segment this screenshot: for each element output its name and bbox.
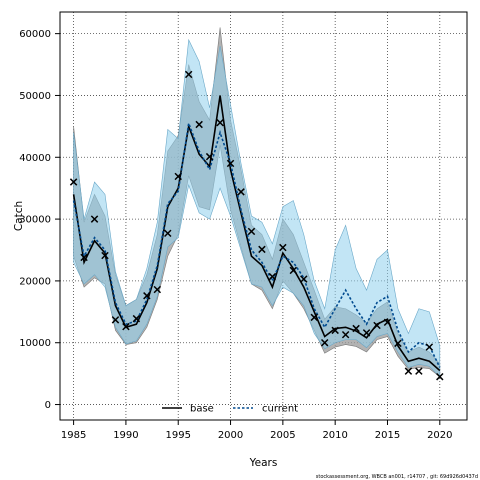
- observed-point-stroke: [184, 70, 193, 79]
- legend: base current: [162, 404, 298, 415]
- x-tick-label: 1995: [166, 430, 191, 441]
- observed-point-stroke: [237, 188, 245, 196]
- footnote: stockassessment.org, WBCB an001, r14707 …: [316, 474, 478, 480]
- observed-points: [69, 70, 444, 381]
- observed-point: [122, 322, 130, 331]
- observed-point-stroke: [300, 275, 308, 283]
- plot-frame: [59, 11, 468, 421]
- observed-point-stroke: [132, 314, 141, 323]
- y-axis-label: Catch: [13, 201, 25, 231]
- observed-point: [226, 159, 235, 168]
- y-tick-label: 20000: [19, 276, 51, 287]
- x-tick-label: 2015: [375, 430, 400, 441]
- observed-point: [373, 321, 381, 330]
- x-tick-label: 1985: [61, 430, 86, 441]
- observed-point: [415, 367, 423, 375]
- observed-point: [436, 372, 444, 381]
- observed-point: [247, 227, 256, 236]
- observed-point: [404, 367, 413, 375]
- observed-point-stroke: [216, 118, 224, 127]
- observed-point-stroke: [174, 172, 182, 181]
- observed-point-stroke: [247, 227, 256, 236]
- observed-point: [205, 152, 214, 161]
- x-tick-label: 2005: [270, 430, 295, 441]
- observed-point-stroke: [111, 316, 120, 324]
- legend-current-label: current: [262, 404, 298, 415]
- observed-point: [394, 339, 402, 348]
- observed-point-stroke: [258, 245, 266, 254]
- observed-point: [101, 251, 109, 260]
- observed-point-stroke: [80, 253, 88, 262]
- observed-point-stroke: [90, 215, 99, 223]
- observed-point-stroke: [279, 243, 287, 252]
- x-axis-label: Years: [249, 457, 278, 469]
- observed-point-stroke: [362, 329, 371, 337]
- observed-point: [279, 243, 287, 252]
- observed-point: [289, 266, 298, 275]
- observed-point-stroke: [341, 330, 350, 339]
- observed-point: [174, 172, 182, 181]
- observed-point-stroke: [143, 292, 151, 300]
- observed-point: [143, 292, 151, 300]
- observed-point: [216, 118, 224, 127]
- y-tick-label: 40000: [19, 153, 51, 164]
- observed-point-stroke: [310, 313, 318, 322]
- x-tick-label: 1990: [113, 430, 138, 441]
- observed-point: [310, 313, 318, 322]
- observed-point: [195, 120, 203, 129]
- y-tick-label: 30000: [19, 215, 51, 226]
- observed-point: [111, 316, 120, 324]
- observed-point-stroke: [331, 326, 339, 335]
- y-axis: 0 10000 20000 30000 40000 50000 60000: [19, 29, 60, 411]
- observed-point: [90, 215, 99, 223]
- observed-point: [425, 343, 434, 351]
- current-series-line: [72, 120, 441, 368]
- x-axis: 1985 1990 1995 2000 2005 2010 2015 2020: [61, 420, 453, 441]
- observed-point-stroke: [153, 285, 162, 294]
- observed-point: [300, 275, 308, 283]
- observed-point: [69, 178, 78, 186]
- y-tick-label: 0: [45, 400, 51, 411]
- observed-point: [383, 318, 392, 327]
- observed-point-stroke: [226, 159, 235, 168]
- y-tick-label: 60000: [19, 29, 51, 40]
- observed-point: [153, 285, 162, 294]
- observed-point: [331, 326, 339, 335]
- observed-point-stroke: [289, 266, 298, 275]
- observed-point-stroke: [394, 339, 402, 348]
- y-tick-label: 10000: [19, 338, 51, 349]
- observed-point-stroke: [320, 338, 329, 347]
- observed-point: [132, 314, 141, 323]
- observed-point: [352, 324, 360, 333]
- observed-point-stroke: [415, 367, 423, 375]
- observed-point-stroke: [195, 120, 203, 129]
- observed-point: [184, 70, 193, 79]
- observed-point-stroke: [101, 251, 109, 260]
- observed-point-stroke: [122, 322, 130, 331]
- observed-point: [320, 338, 329, 347]
- legend-base-label: base: [190, 404, 214, 415]
- observed-point: [362, 329, 371, 337]
- observed-point-stroke: [425, 343, 434, 351]
- observed-point: [164, 229, 172, 238]
- observed-point-stroke: [69, 178, 78, 186]
- observed-point-stroke: [436, 372, 444, 381]
- observed-point-stroke: [352, 324, 360, 333]
- observed-point-stroke: [373, 321, 381, 330]
- observed-point-stroke: [383, 318, 392, 327]
- observed-point-stroke: [268, 272, 277, 281]
- observed-point: [268, 272, 277, 281]
- observed-point: [341, 330, 350, 339]
- y-tick-label: 50000: [19, 91, 51, 102]
- observed-point: [237, 188, 245, 196]
- observed-point: [80, 253, 88, 262]
- observed-point-stroke: [164, 229, 172, 238]
- observed-point-stroke: [205, 152, 214, 161]
- observed-point: [258, 245, 266, 254]
- x-tick-label: 2010: [322, 430, 347, 441]
- x-tick-label: 2000: [218, 430, 243, 441]
- observed-point-stroke: [404, 367, 413, 375]
- x-tick-label: 2020: [427, 430, 452, 441]
